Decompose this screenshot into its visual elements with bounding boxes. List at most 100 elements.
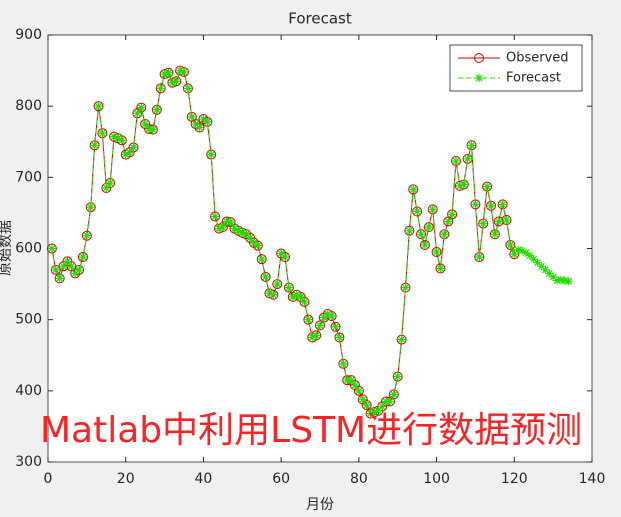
marker-stroke bbox=[273, 280, 281, 288]
marker-stroke bbox=[172, 77, 180, 85]
marker-stroke bbox=[328, 312, 336, 320]
marker bbox=[432, 248, 441, 257]
x-tick-label: 100 bbox=[423, 471, 450, 487]
marker bbox=[207, 150, 216, 159]
marker-stroke bbox=[409, 186, 417, 193]
marker bbox=[269, 290, 278, 299]
marker bbox=[70, 268, 81, 279]
marker bbox=[362, 401, 371, 410]
marker bbox=[183, 84, 192, 93]
marker-stroke bbox=[460, 181, 468, 188]
marker bbox=[78, 253, 87, 262]
marker bbox=[82, 231, 91, 240]
marker-stroke bbox=[281, 253, 289, 261]
marker bbox=[533, 258, 542, 267]
marker-stroke bbox=[196, 124, 203, 131]
marker-stroke bbox=[336, 334, 343, 341]
marker-stroke bbox=[203, 118, 211, 126]
x-tick-label: 60 bbox=[272, 471, 290, 487]
marker bbox=[388, 389, 399, 400]
marker bbox=[474, 53, 484, 63]
marker bbox=[436, 264, 445, 273]
marker bbox=[420, 240, 429, 249]
marker bbox=[334, 332, 345, 343]
marker-stroke bbox=[137, 104, 145, 112]
marker-stroke bbox=[227, 218, 235, 226]
legend-label: Observed bbox=[506, 51, 569, 66]
marker-stroke bbox=[211, 213, 219, 220]
marker-stroke bbox=[479, 220, 487, 228]
plot-area bbox=[47, 34, 593, 463]
marker bbox=[408, 184, 419, 195]
marker-stroke bbox=[149, 126, 157, 134]
marker bbox=[401, 283, 410, 292]
marker-stroke bbox=[413, 208, 421, 215]
y-tick-label: 700 bbox=[15, 169, 42, 185]
marker bbox=[428, 205, 437, 214]
marker bbox=[276, 248, 287, 259]
marker bbox=[252, 240, 263, 251]
marker-stroke bbox=[234, 227, 242, 235]
marker-stroke bbox=[541, 266, 549, 274]
marker bbox=[409, 185, 418, 194]
marker-stroke bbox=[483, 183, 491, 191]
marker bbox=[459, 180, 468, 189]
marker bbox=[319, 313, 328, 322]
x-tick-label: 120 bbox=[501, 471, 528, 487]
marker bbox=[358, 395, 367, 404]
marker-stroke bbox=[421, 241, 429, 249]
marker-stroke bbox=[79, 253, 87, 261]
legend-box bbox=[449, 44, 583, 92]
marker bbox=[283, 282, 294, 293]
marker bbox=[195, 123, 204, 132]
marker bbox=[498, 200, 507, 209]
marker-stroke bbox=[130, 144, 137, 151]
marker bbox=[187, 112, 196, 121]
marker bbox=[447, 209, 458, 220]
marker bbox=[318, 312, 329, 323]
marker bbox=[93, 101, 104, 112]
marker bbox=[327, 312, 336, 321]
marker-stroke bbox=[231, 225, 238, 232]
marker bbox=[374, 406, 383, 415]
marker bbox=[136, 102, 147, 113]
marker bbox=[385, 397, 394, 406]
marker-stroke bbox=[250, 239, 258, 247]
marker-stroke bbox=[118, 136, 126, 144]
marker bbox=[493, 216, 504, 227]
marker-stroke bbox=[538, 262, 545, 270]
marker-stroke bbox=[285, 284, 293, 292]
x-tick-label: 0 bbox=[44, 471, 53, 487]
marker bbox=[253, 241, 262, 250]
marker-stroke bbox=[378, 403, 386, 410]
marker bbox=[502, 216, 511, 225]
marker-stroke bbox=[495, 218, 503, 225]
marker bbox=[316, 321, 324, 330]
marker bbox=[203, 117, 212, 126]
marker-stroke bbox=[526, 252, 534, 260]
marker bbox=[94, 102, 103, 111]
marker-stroke bbox=[165, 69, 172, 77]
marker bbox=[564, 277, 573, 286]
marker bbox=[475, 253, 484, 262]
marker-stroke bbox=[102, 184, 110, 192]
marker bbox=[273, 280, 282, 289]
x-tick-label: 80 bbox=[350, 471, 368, 487]
marker bbox=[210, 211, 221, 222]
marker-stroke bbox=[534, 259, 542, 267]
marker-stroke bbox=[254, 242, 262, 250]
marker bbox=[405, 226, 414, 235]
marker-stroke bbox=[238, 229, 246, 237]
marker-stroke bbox=[417, 230, 425, 238]
marker bbox=[277, 249, 286, 258]
marker-stroke bbox=[266, 289, 273, 297]
marker-stroke bbox=[487, 202, 495, 210]
marker-stroke bbox=[324, 310, 332, 318]
marker-stroke bbox=[293, 291, 301, 299]
marker bbox=[350, 381, 359, 390]
marker-stroke bbox=[277, 250, 285, 257]
marker bbox=[330, 321, 341, 332]
marker bbox=[444, 217, 453, 226]
marker bbox=[419, 239, 430, 250]
marker-stroke bbox=[530, 255, 538, 263]
